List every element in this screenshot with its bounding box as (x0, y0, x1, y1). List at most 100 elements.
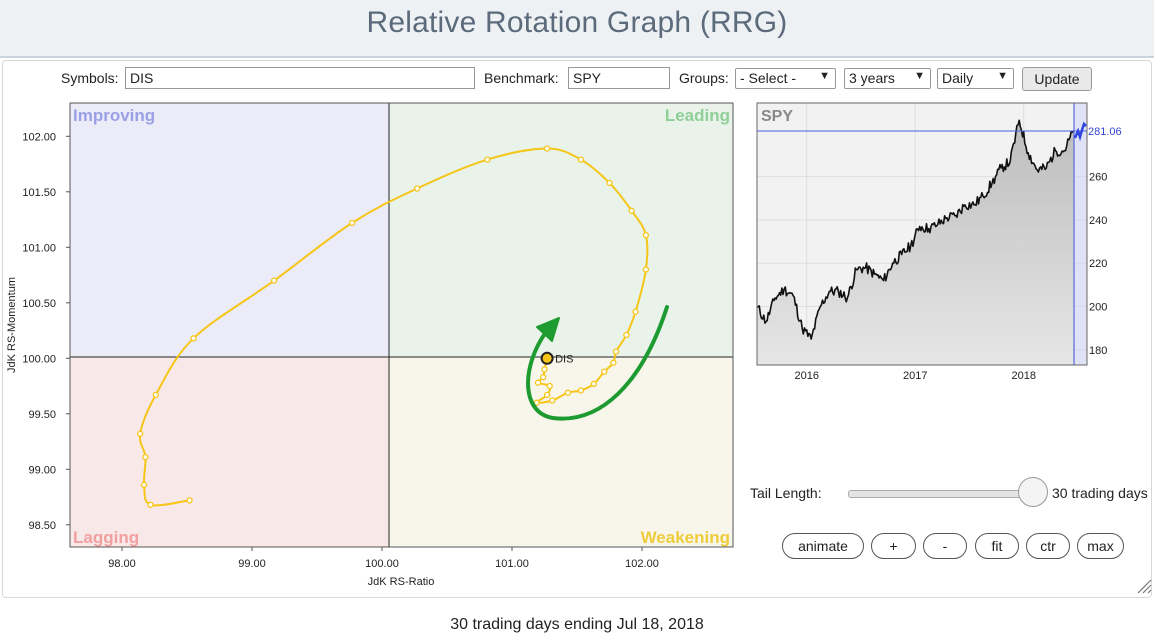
dis-tail-point (577, 387, 585, 394)
tail-length-value: 30 trading days (1052, 485, 1148, 501)
dis-tail-point (140, 481, 148, 488)
y-axis-tick-label: 99.50 (28, 409, 56, 421)
animate-button[interactable]: animate (782, 533, 864, 559)
dropdown-arrow-icon: ▼ (914, 70, 925, 82)
y-axis-tick-label: 100.00 (22, 353, 56, 365)
benchmark-symbol-label: SPY (761, 108, 793, 125)
x-axis-tick-label: 102.00 (625, 558, 659, 570)
benchmark-y-tick-label: 200 (1089, 302, 1107, 314)
dis-head-point[interactable] (540, 351, 554, 365)
tail-length-label: Tail Length: (750, 485, 822, 501)
max-button[interactable]: max (1077, 533, 1124, 559)
y-axis-tick-label: 100.50 (22, 298, 56, 310)
dis-tail-point (606, 179, 613, 187)
dis-tail-point (628, 207, 635, 214)
frequency-select[interactable]: Daily ▼ (937, 68, 1014, 89)
dis-tail-point (348, 219, 356, 227)
y-axis-tick-label: 101.00 (22, 242, 56, 254)
dis-tail-point (612, 348, 620, 355)
dis-tail-point (413, 185, 421, 192)
benchmark-x-tick-label: 2016 (794, 370, 818, 382)
dis-tail-point (484, 156, 491, 163)
period-select[interactable]: 3 years ▼ (844, 68, 931, 89)
dis-tail-point (190, 335, 197, 342)
symbols-input[interactable] (125, 67, 475, 89)
dis-tail-point (540, 374, 547, 381)
frequency-select-value: Daily (942, 70, 974, 86)
dis-tail-point (601, 368, 608, 375)
dis-head-label[interactable]: DIS (555, 353, 573, 365)
update-button[interactable]: Update (1022, 67, 1092, 91)
dis-tail-point (142, 453, 149, 461)
groups-select[interactable]: - Select - ▼ (735, 68, 836, 89)
dis-tail-line (138, 147, 649, 507)
zoom-in-button[interactable]: + (871, 533, 916, 559)
x-axis-tick-label: 99.00 (238, 558, 266, 570)
benchmark-y-tick-label: 220 (1089, 258, 1107, 270)
quadrant-improving (70, 103, 389, 357)
quadrant-label-lagging: Lagging (73, 528, 139, 547)
benchmark-y-tick-label: 240 (1089, 215, 1107, 227)
dis-tail-point (543, 145, 551, 152)
dis-tail-point (632, 308, 639, 315)
last-price-label: 281.06 (1088, 126, 1122, 138)
dropdown-arrow-icon: ▼ (997, 70, 1008, 82)
quadrant-label-improving: Improving (73, 106, 155, 125)
benchmark-y-tick-label: 260 (1089, 172, 1107, 184)
benchmark-input[interactable] (568, 67, 670, 89)
symbols-label: Symbols: (61, 70, 119, 86)
dis-tail-point (270, 277, 278, 284)
dis-tail-point (577, 156, 585, 163)
x-axis-tick-label: 100.00 (365, 558, 399, 570)
y-axis-tick-label: 101.50 (22, 187, 56, 199)
fit-button[interactable]: fit (975, 533, 1019, 559)
selected-period-window[interactable] (1073, 102, 1088, 366)
y-axis-title: JdK RS-Momentum (6, 277, 18, 373)
groups-label: Groups: (679, 70, 729, 86)
dropdown-arrow-icon: ▼ (819, 70, 830, 82)
x-axis-title: JdK RS-Ratio (368, 576, 435, 588)
dis-tail-point (137, 430, 144, 437)
y-axis-tick-label: 98.50 (28, 520, 56, 532)
benchmark-label: Benchmark: (484, 70, 559, 86)
benchmark-y-tick-label: 180 (1089, 345, 1107, 357)
quadrant-leading (389, 103, 733, 357)
period-select-value: 3 years (849, 70, 895, 86)
benchmark-highlight-line (1073, 121, 1087, 142)
plot-frame (69, 102, 734, 548)
dis-tail-point (564, 389, 572, 396)
rotation-arrow-icon (526, 305, 669, 421)
benchmark-price-line (756, 119, 1074, 340)
dis-tail-point (541, 366, 548, 373)
dis-tail-point (543, 391, 551, 399)
tail-length-slider-handle[interactable] (1018, 477, 1048, 507)
tail-length-slider-track[interactable] (848, 490, 1035, 498)
dis-tail-point (642, 266, 650, 273)
y-axis-tick-label: 102.00 (22, 131, 56, 143)
dis-tail-point (546, 382, 553, 390)
title-bar: Relative Rotation Graph (RRG) (0, 0, 1154, 58)
x-axis-tick-label: 98.00 (108, 558, 136, 570)
dis-tail-point (642, 231, 650, 239)
zoom-out-button[interactable]: - (923, 533, 967, 559)
dis-tail-point (623, 331, 630, 339)
benchmark-plot-frame (756, 102, 1088, 366)
quadrant-label-leading: Leading (665, 106, 730, 125)
x-axis-tick-label: 101.00 (495, 558, 529, 570)
dis-tail-point (147, 501, 154, 508)
benchmark-x-tick-label: 2017 (903, 370, 927, 382)
benchmark-chart: SPY 281.06 180 200 220 240 260 2016 2017 2018 (756, 102, 1122, 382)
rrg-chart[interactable]: Improving Leading Lagging Weakening 98.0… (0, 95, 740, 595)
dis-tail-point (590, 380, 598, 387)
y-axis-tick-label: 99.00 (28, 464, 56, 476)
groups-select-value: - Select - (740, 70, 797, 86)
dis-tail-point (186, 497, 193, 504)
dis-tail-point (610, 359, 617, 366)
resize-handle-icon[interactable] (1136, 578, 1152, 594)
dis-tail-point (534, 379, 542, 386)
quadrant-weakening (389, 357, 733, 547)
benchmark-area (757, 120, 1074, 365)
center-button[interactable]: ctr (1026, 533, 1070, 559)
dis-tail-point (152, 391, 159, 399)
quadrant-lagging (70, 357, 389, 547)
